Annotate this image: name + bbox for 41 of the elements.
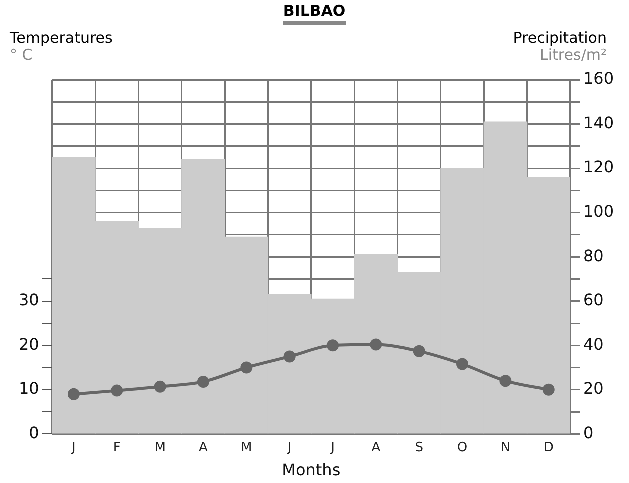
y2-tick-label: 140	[583, 113, 614, 132]
point	[413, 345, 426, 358]
y2-tick-label: 100	[583, 202, 614, 221]
x-tick-label: J	[286, 440, 292, 456]
point	[327, 340, 339, 352]
x-tick-label: O	[457, 440, 468, 456]
y-tick-label: 20	[19, 334, 40, 354]
x-tick-label: S	[415, 440, 424, 456]
x-tick-label: M	[241, 440, 252, 456]
x-tick-label: J	[330, 440, 335, 456]
x-tick-label: M	[154, 440, 166, 456]
y2-tick-label: 160	[583, 69, 614, 88]
y-tick-label: 30	[19, 290, 40, 310]
x-tick-label: D	[544, 440, 554, 456]
point	[500, 375, 512, 388]
point	[370, 338, 382, 351]
point	[197, 376, 210, 388]
x-tick-label: N	[500, 440, 511, 456]
y2-tick-label: 60	[583, 290, 604, 310]
point	[111, 384, 124, 397]
y2-tick-label: 0	[583, 423, 594, 442]
y2-tick-label: 20	[583, 379, 604, 398]
point	[542, 384, 555, 396]
chart-title: BILBAO	[283, 2, 346, 25]
y2-tick-label: 40	[583, 334, 604, 354]
y2-axis-title: Precipitation Litres/m²	[513, 29, 607, 64]
y2-tick-label: 120	[583, 158, 614, 177]
x-tick-label: A	[372, 440, 381, 456]
point	[456, 358, 469, 370]
x-tick-label: J	[71, 440, 76, 456]
x-tick-label: A	[199, 440, 208, 456]
point	[154, 380, 166, 393]
y2-tick-label: 80	[583, 246, 604, 266]
y-tick-label: 10	[19, 379, 40, 398]
x-tick-label: F	[113, 440, 121, 456]
point	[68, 388, 80, 400]
point	[240, 362, 253, 374]
y-tick-label: 0	[29, 423, 40, 442]
point	[284, 350, 296, 363]
y-axis-title: Temperatures ° C	[10, 29, 113, 64]
x-axis-title: Months	[282, 460, 341, 480]
